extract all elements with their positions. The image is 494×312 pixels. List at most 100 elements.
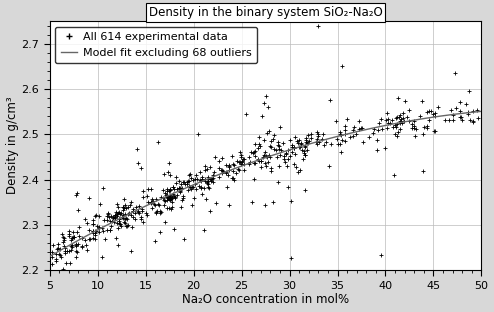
Point [412,127,419,132]
Point [185,183,193,188]
Point [262,163,270,168]
Point [70,235,78,240]
Point [126,202,134,207]
Point [236,160,244,165]
Point [65,234,73,239]
Point [224,172,232,177]
Point [303,141,311,146]
Point [147,187,155,192]
Point [240,168,248,173]
Point [445,118,453,123]
Point [276,153,284,158]
Point [313,137,321,142]
Point [291,134,299,139]
Point [61,245,69,250]
Point [187,176,195,181]
Point [152,210,160,215]
Point [355,126,363,131]
Point [274,180,282,185]
Point [133,146,141,151]
Point [137,217,145,222]
Point [127,200,135,205]
Point [89,231,97,236]
Point [81,237,88,242]
Point [304,141,312,146]
Point [121,197,128,202]
Point [238,158,246,163]
Point [143,213,151,218]
Point [95,229,103,234]
Point [122,211,129,216]
Point [117,224,125,229]
Point [111,212,119,217]
Point [447,107,455,112]
Point [168,192,176,197]
Point [134,210,142,215]
Point [338,64,346,69]
Point [266,144,274,149]
Point [191,182,199,187]
Point [123,217,130,222]
Point [394,129,402,134]
Point [52,252,60,257]
Point [183,179,191,184]
Point [187,187,195,192]
Point [65,228,73,233]
Point [326,98,333,103]
Point [358,126,366,131]
Point [230,178,238,183]
Point [169,184,177,189]
Point [99,186,107,191]
Point [124,212,132,217]
Point [393,121,401,126]
Point [84,237,92,242]
Point [67,247,75,252]
Point [400,119,408,124]
Point [176,204,184,209]
Point [260,137,268,142]
Point [67,244,75,249]
Point [203,196,210,201]
Point [215,166,223,171]
Point [287,198,295,203]
Point [172,175,180,180]
Point [179,180,187,185]
Point [72,254,80,259]
Point [215,174,223,179]
Point [91,271,99,276]
Point [166,188,174,193]
Point [195,183,203,188]
Point [249,150,257,155]
Point [106,227,114,232]
Point [466,117,474,122]
Point [392,131,400,136]
Point [60,238,68,243]
Point [124,204,131,209]
X-axis label: Na₂O concentration in mol%: Na₂O concentration in mol% [182,294,349,306]
Point [70,235,78,240]
Point [297,141,305,146]
Point [282,150,289,155]
Point [322,139,330,144]
Point [334,141,342,146]
Point [399,116,407,121]
Point [388,118,396,123]
Point [410,119,417,124]
Point [123,223,130,228]
Point [120,206,127,211]
Point [176,189,184,194]
Point [74,242,82,247]
Point [107,223,115,228]
Point [240,156,248,161]
Point [106,218,114,223]
Point [73,193,81,198]
Point [79,245,86,250]
Point [75,207,82,212]
Point [78,236,85,241]
Point [295,144,303,149]
Point [81,216,89,221]
Point [378,127,386,132]
Point [474,116,482,121]
Point [225,167,233,172]
Point [119,204,127,209]
